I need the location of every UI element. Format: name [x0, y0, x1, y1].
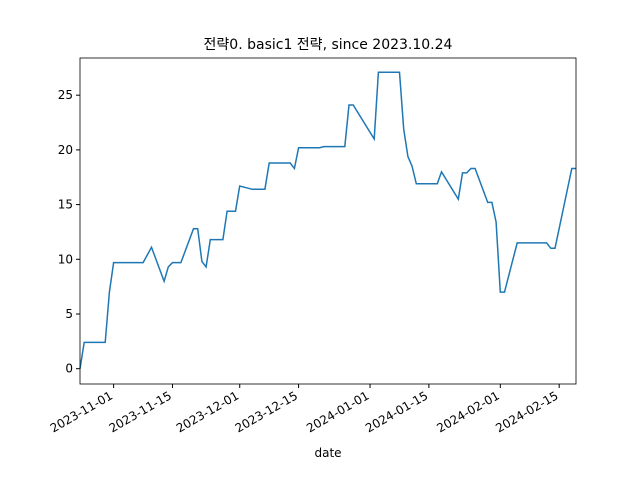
- x-tick-label: 2024-02-15: [493, 388, 560, 435]
- x-tick-label: 2024-01-01: [304, 388, 371, 435]
- x-tick-label: 2024-01-15: [363, 388, 430, 435]
- y-tick-label: 25: [58, 88, 73, 102]
- x-tick-label: 2023-11-01: [48, 388, 115, 435]
- x-tick-label: 2023-11-15: [107, 388, 174, 435]
- line-series: [79, 71, 576, 369]
- x-axis-label: date: [314, 446, 341, 460]
- x-tick-label: 2024-02-01: [434, 388, 501, 435]
- y-tick-label: 15: [58, 198, 73, 212]
- y-tick-label: 0: [65, 362, 73, 376]
- x-tick-label: 2023-12-01: [174, 388, 241, 435]
- y-tick-label: 10: [58, 252, 73, 266]
- x-tick-label: 2023-12-15: [233, 388, 300, 435]
- plot-frame: [79, 57, 577, 385]
- chart-title: 전략0. basic1 전략, since 2023.10.24: [204, 37, 453, 53]
- y-tick-label: 20: [58, 143, 73, 157]
- y-tick-label: 5: [65, 307, 73, 321]
